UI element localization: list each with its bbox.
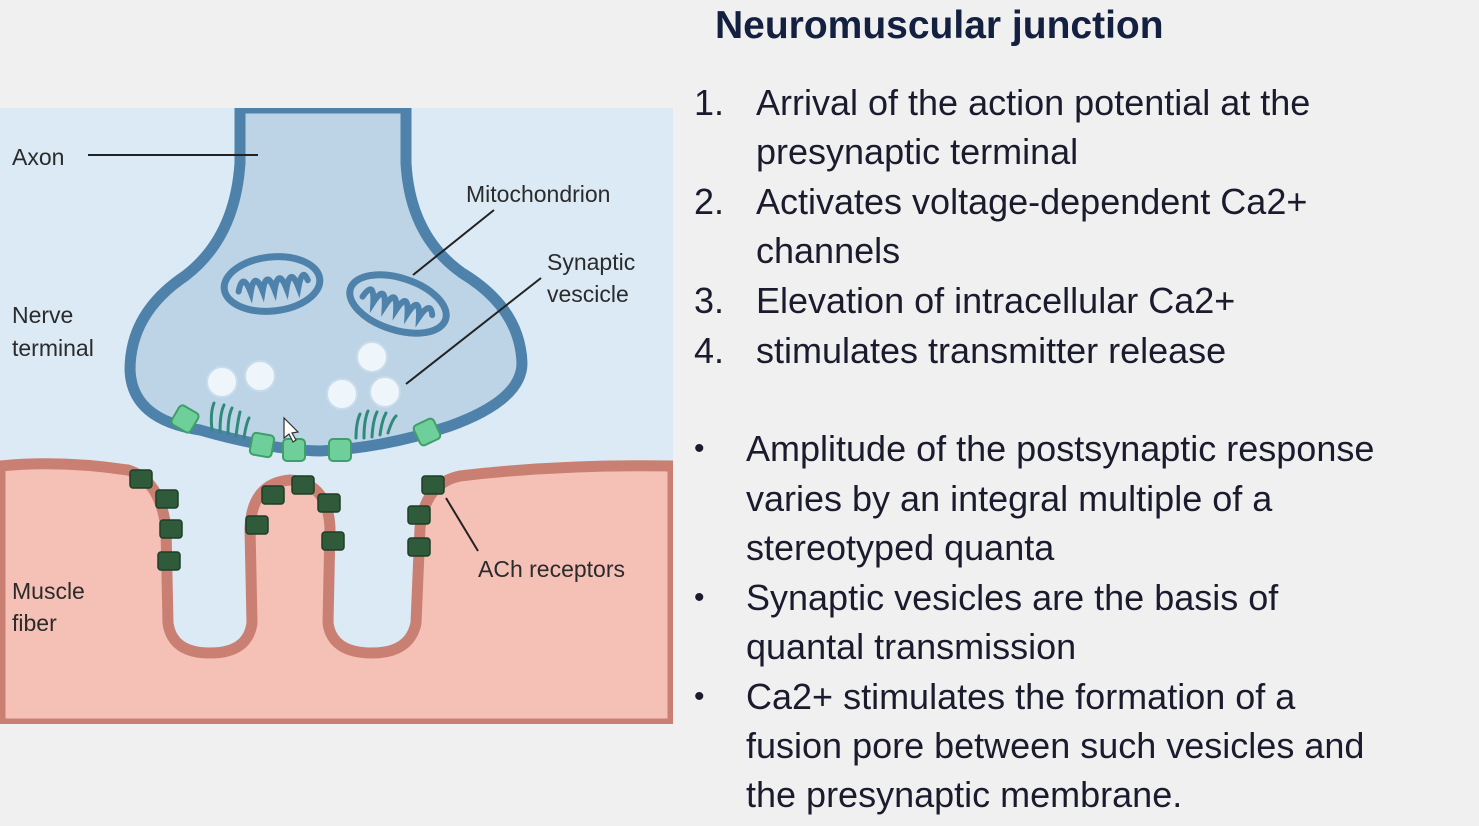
bullet-marker: • (694, 680, 705, 713)
neuromuscular-junction-diagram: Axon Nerve terminal Mitochondrion Synapt… (0, 102, 679, 730)
step-text: channels (756, 230, 901, 271)
calcium-channels (170, 404, 442, 462)
nerve-terminal-label-line-1: Nerve (12, 302, 74, 328)
bullet-marker: • (694, 581, 705, 614)
synaptic-vesicle (356, 341, 388, 373)
bullet-text: quantal transmission (746, 626, 1077, 667)
step-text: Elevation of intracellular Ca2+ (756, 280, 1236, 321)
mouse-cursor-icon (283, 416, 300, 443)
step-number: 1. (694, 82, 725, 123)
mitochondrion-label: Mitochondrion (466, 181, 611, 207)
step-text: Arrival of the action potential at the (756, 82, 1311, 123)
synaptic-vesicle (369, 376, 401, 408)
bullet-text: the presynaptic membrane. (746, 774, 1183, 815)
synaptic-vesicle-label-line-2: vescicle (547, 281, 629, 307)
ach-receptors-leader-line (445, 497, 479, 552)
axon-label: Axon (12, 144, 65, 170)
synaptic-vesicle (326, 378, 358, 410)
ach-receptors-label: ACh receptors (478, 556, 626, 582)
bullet-text: stereotyped quanta (746, 527, 1055, 568)
bullet-text: Synaptic vesicles are the basis of (746, 577, 1279, 618)
step-text: presynaptic terminal (756, 131, 1079, 172)
step-text: Activates voltage-dependent Ca2+ (756, 181, 1308, 222)
muscle-fiber-label-line-2: fiber (12, 610, 57, 636)
bullet-text: varies by an integral multiple of a (746, 478, 1273, 519)
slide-title: Neuromuscular junction (715, 4, 1164, 47)
bullet-marker: • (694, 432, 705, 465)
step-text: stimulates transmitter release (756, 330, 1227, 371)
step-number: 2. (694, 181, 725, 222)
synaptic-vesicle (244, 360, 276, 392)
synaptic-vesicle-label-line-1: Synaptic (547, 249, 636, 275)
mitochondrion-left (220, 253, 324, 315)
mitochondrion-right (346, 271, 450, 337)
active-zone-left (209, 401, 251, 440)
diagram-svg (0, 102, 679, 730)
step-number: 4. (694, 330, 725, 371)
ach-receptor-markers (129, 469, 445, 571)
vesicle-leader-line (405, 277, 542, 385)
bullet-text: Ca2+ stimulates the formation of a (746, 676, 1296, 717)
step-number: 3. (694, 280, 725, 321)
mitochondrion-leader-line (412, 209, 495, 276)
active-zone-right (354, 409, 398, 440)
synaptic-vesicle (206, 366, 238, 398)
bullet-text: Amplitude of the postsynaptic response (746, 428, 1375, 469)
nerve-terminal (124, 102, 528, 457)
nerve-terminal-label-line-2: terminal (12, 335, 94, 361)
muscle-fiber-label-line-1: Muscle (12, 578, 85, 604)
bullet-text: fusion pore between such vesicles and (746, 725, 1365, 766)
